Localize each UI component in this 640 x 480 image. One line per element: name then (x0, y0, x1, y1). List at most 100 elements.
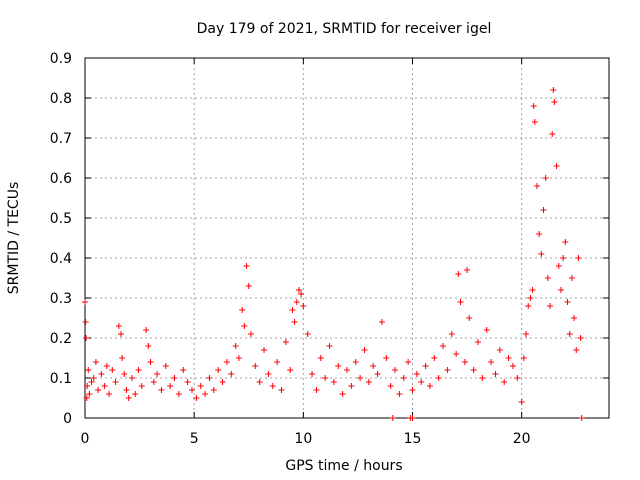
y-tick-label: 0.5 (50, 211, 72, 227)
data-point (304, 331, 311, 337)
data-point (409, 387, 416, 393)
data-point (125, 395, 132, 401)
data-point (121, 371, 128, 377)
data-point (501, 379, 508, 385)
data-point (193, 395, 200, 401)
data-point (135, 367, 142, 373)
data-point (167, 383, 174, 389)
data-point (549, 131, 556, 137)
data-point (83, 395, 90, 401)
data-point (82, 299, 88, 305)
data-point (184, 379, 191, 385)
data-point (265, 371, 272, 377)
data-point (247, 331, 254, 337)
data-point (101, 383, 108, 389)
data-point (536, 231, 543, 237)
data-point (455, 271, 462, 277)
x-axis: 0 5 10 15 20 (81, 58, 531, 447)
data-point (103, 363, 110, 369)
data-point (282, 339, 289, 345)
data-point (571, 315, 578, 321)
data-point (143, 327, 150, 333)
data-point (444, 367, 451, 373)
data-point (109, 367, 116, 373)
data-point (313, 387, 320, 393)
y-axis-label: SRMTID / TECUs (6, 182, 22, 295)
data-point (291, 319, 298, 325)
data-point (453, 351, 460, 357)
data-point (525, 303, 532, 309)
data-point (232, 343, 239, 349)
data-point (577, 335, 584, 341)
data-point (496, 347, 503, 353)
y-tick-label: 0.8 (50, 91, 72, 107)
data-point (518, 399, 525, 405)
data-point (289, 307, 296, 313)
data-point (523, 331, 530, 337)
data-point (431, 355, 438, 361)
data-point (106, 391, 113, 397)
data-point (383, 355, 390, 361)
data-point (492, 371, 499, 377)
data-point (261, 347, 268, 353)
data-point (86, 391, 93, 397)
y-tick-label: 0.2 (50, 331, 72, 347)
data-point (530, 103, 537, 109)
chart-title: Day 179 of 2021, SRMTID for receiver ige… (197, 21, 492, 37)
data-point (578, 415, 585, 421)
data-point (98, 371, 105, 377)
data-point (389, 415, 396, 421)
data-point (85, 367, 92, 373)
data-point (392, 367, 399, 373)
data-point (339, 391, 346, 397)
data-point (551, 99, 558, 105)
data-point (361, 347, 368, 353)
data-point (422, 363, 429, 369)
data-point (352, 359, 359, 365)
data-point (466, 315, 473, 321)
data-point (90, 375, 97, 381)
data-point (540, 207, 547, 213)
data-point (219, 379, 226, 385)
y-tick-label: 0.4 (50, 251, 72, 267)
data-points (82, 87, 585, 421)
data-point (440, 343, 447, 349)
data-point (357, 375, 364, 381)
data-point (555, 263, 562, 269)
data-point (562, 239, 569, 245)
data-point (269, 383, 276, 389)
data-point (542, 175, 549, 181)
data-point (413, 371, 420, 377)
data-point (330, 379, 337, 385)
data-point (405, 359, 412, 365)
data-point (527, 295, 534, 301)
data-point (309, 371, 316, 377)
data-point (566, 331, 573, 337)
data-point (92, 359, 99, 365)
data-point (300, 303, 307, 309)
data-point (145, 343, 152, 349)
data-point (544, 275, 551, 281)
data-point (348, 383, 355, 389)
data-point (514, 375, 521, 381)
data-point (400, 375, 407, 381)
data-point (488, 359, 495, 365)
data-point (175, 391, 182, 397)
data-point (435, 375, 442, 381)
data-point (396, 391, 403, 397)
data-point (344, 367, 350, 373)
data-point (418, 379, 425, 385)
data-point (206, 375, 213, 381)
data-point (550, 87, 557, 93)
data-point (531, 119, 538, 125)
data-point (223, 359, 230, 365)
data-point (573, 347, 580, 353)
data-point (538, 251, 545, 257)
data-point (293, 299, 300, 305)
y-tick-label: 0.1 (50, 371, 72, 387)
data-point (529, 287, 536, 293)
data-point (158, 387, 165, 393)
data-point (475, 339, 481, 345)
data-point (95, 387, 102, 393)
data-point (564, 299, 571, 305)
